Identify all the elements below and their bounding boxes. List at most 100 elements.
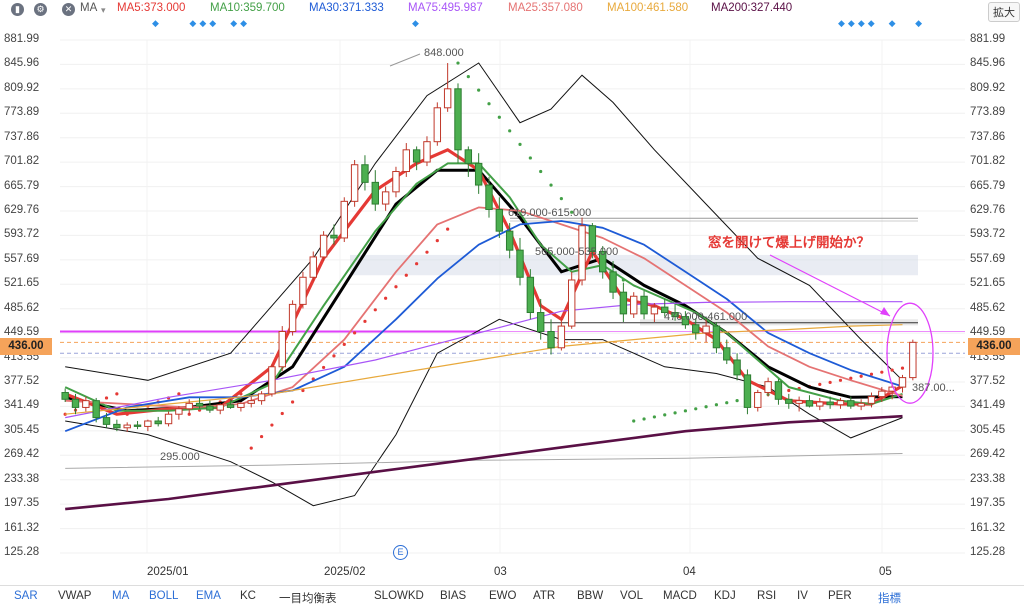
sar-dot [104,396,109,400]
candle-body [526,276,535,314]
gap-zone-565-535 [350,254,918,276]
candle [692,317,700,340]
sar-dot [828,380,832,384]
candle-body [113,423,121,429]
indicator-tab[interactable]: VWAP [58,590,92,602]
current-price-left: 436.00 [0,338,52,355]
candle-body [857,402,865,407]
y-tick-label: 809.92 [4,81,40,94]
sar-dot [384,296,388,300]
gap-label-387: 387.00... [912,382,955,394]
y-tick-label: 377.52 [970,374,1006,387]
highlight-circle [886,302,934,404]
candle [681,311,690,329]
sar-dot [849,376,853,380]
candle [247,396,255,408]
indicator-tab[interactable]: MACD [663,590,697,602]
ma-line-ma5 [64,148,904,416]
indicator-tab[interactable]: SAR [14,590,38,602]
indicator-tab[interactable]: BOLL [149,590,179,602]
indicator-tab[interactable]: RSI [757,590,777,602]
candle [144,419,152,432]
candle-body [640,295,648,315]
settings-gear-icon[interactable]: ⚙ [34,3,47,16]
indicator-tab[interactable]: KDJ [714,590,736,602]
boll-lower-band [65,318,903,507]
indicator-tab[interactable]: KC [240,590,256,602]
candle [505,223,514,259]
candle-body [785,398,793,404]
candle-body [898,377,907,388]
candle [743,369,752,415]
sar-dot [353,331,357,335]
candle [795,396,803,412]
candle [113,419,121,432]
earnings-event-icon[interactable]: E [393,545,408,560]
candle-body [826,401,834,406]
sar-dot [683,409,688,413]
indicator-tab[interactable]: BBW [577,590,604,602]
sar-dot [456,61,460,65]
candle [878,387,886,403]
ma200-legend: MA200:327.440 [711,2,793,14]
candle-body [195,402,204,407]
indicator-tab[interactable]: 指標 [878,593,901,605]
y-tick-label: 305.45 [4,423,40,436]
indicator-tab[interactable]: SLOWKD [374,590,424,602]
candle-body [516,249,524,278]
ma-dropdown-icon[interactable]: ▾ [101,5,106,15]
y-tick-label: 197.35 [4,497,40,510]
indicator-tab[interactable]: MA [112,590,130,602]
candle [206,400,214,413]
candle-body [599,251,607,273]
indicator-tab[interactable]: PER [828,590,852,602]
sar-dot [508,129,512,133]
indicator-tab[interactable]: EMA [196,590,221,602]
candle-body [867,396,876,404]
indicator-tab[interactable]: BIAS [440,590,467,602]
candle-body [764,381,772,394]
ma5-legend: MA5:373.000 [117,2,186,14]
candle-body [412,149,421,163]
indicator-tab[interactable]: ATR [533,590,556,602]
indicator-tab[interactable]: IV [797,590,808,602]
candle-body [164,413,173,425]
candle [485,176,493,218]
sar-dot [725,401,729,405]
candle [82,396,90,412]
candle [474,153,483,194]
expand-button[interactable]: 拡大 [988,2,1020,22]
indicator-tab[interactable]: EWO [489,590,517,602]
candle [102,412,111,428]
high-pointer-line [389,53,421,67]
candle-body [774,381,783,400]
gap-label-470-461: 470.000-461.000 [664,311,748,323]
candle-body [557,325,566,349]
candle-body [505,230,514,251]
candle [898,374,907,393]
y-tick-label: 125.28 [970,546,1006,558]
candlestick-type-icon[interactable]: ▮ [11,3,24,16]
ma30-legend: MA30:371.333 [309,2,384,14]
candle-body [392,171,400,193]
sar-dot [259,434,264,439]
ma75-legend: MA75:495.987 [408,2,483,14]
close-icon[interactable]: ✕ [62,3,75,16]
sar-dot [466,75,470,79]
indicator-tab[interactable]: 一目均衡表 [279,593,337,605]
candle-body [92,400,100,419]
sar-dot [342,342,346,346]
sar-dot [290,400,295,404]
candle-body [82,400,90,408]
indicator-tab[interactable]: VOL [620,590,644,602]
sar-dot [435,239,439,243]
ma-line-ma200 [65,414,903,511]
y-tick-label: 341.49 [4,399,40,412]
candle [630,292,638,318]
ma-indicator-label[interactable]: MA [80,2,98,14]
candle [836,397,845,409]
candle [268,364,276,397]
candle [340,197,348,243]
sar-dot [673,411,677,415]
